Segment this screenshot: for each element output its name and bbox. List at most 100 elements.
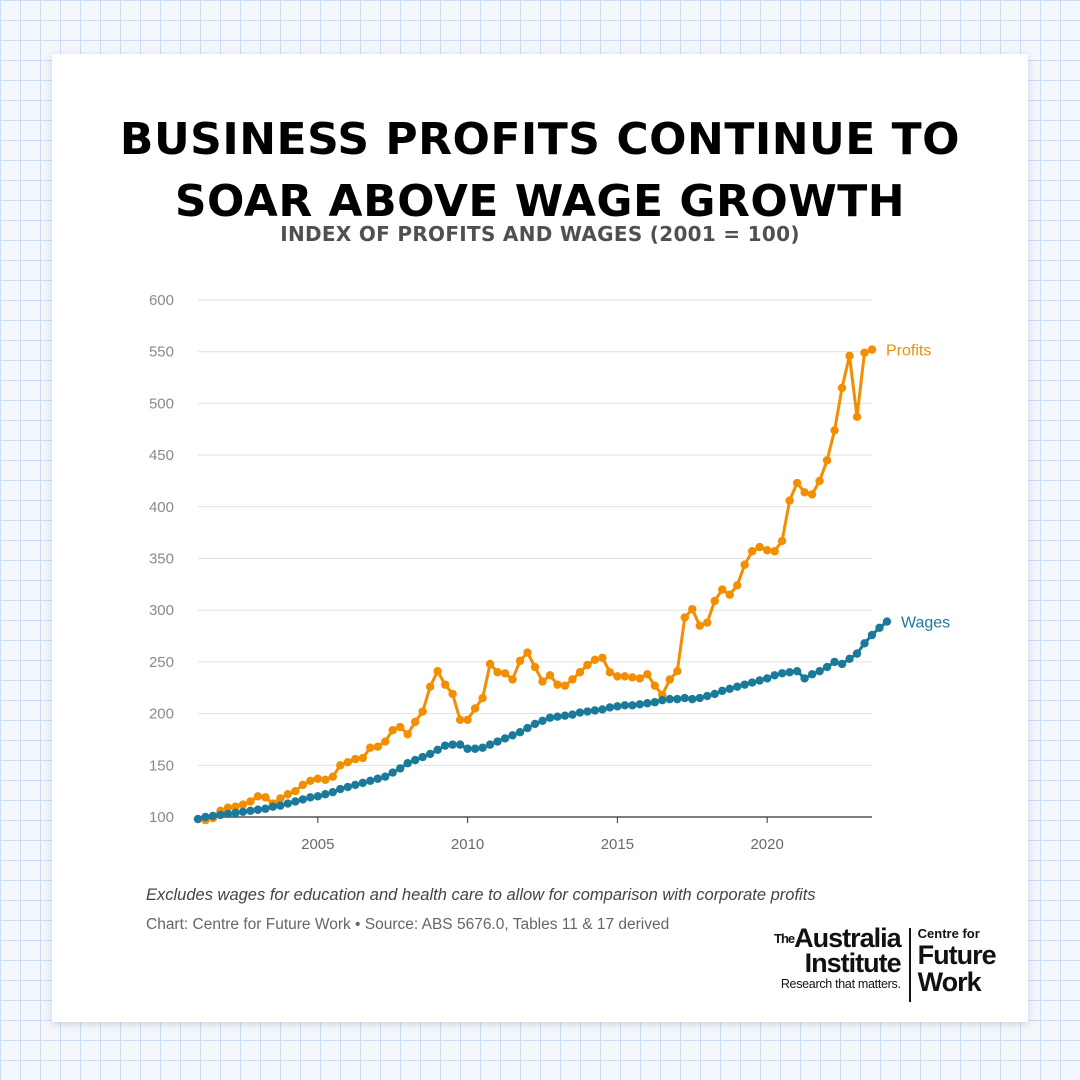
data-point [725, 590, 734, 599]
data-point [822, 662, 832, 672]
data-point [733, 581, 742, 590]
source-credit: Chart: Centre for Future Work • Source: … [146, 916, 670, 933]
data-point [388, 725, 397, 735]
data-point [455, 715, 465, 725]
data-point [223, 803, 233, 812]
data-point [643, 670, 652, 679]
y-tick-label: 200 [149, 706, 174, 723]
series-line-profits [197, 348, 873, 822]
data-point [545, 671, 555, 680]
data-point [500, 734, 510, 743]
data-point [478, 693, 487, 703]
data-point [673, 694, 682, 704]
data-point [493, 737, 502, 746]
data-point [216, 810, 225, 820]
data-point [845, 654, 854, 663]
data-point [628, 673, 637, 682]
data-point [703, 691, 712, 701]
data-point [261, 804, 270, 813]
data-point [830, 426, 839, 435]
y-tick-label: 300 [149, 602, 174, 619]
data-point [553, 712, 562, 721]
data-point [680, 693, 689, 703]
data-point [246, 797, 255, 806]
logo-institute: Institute [804, 948, 902, 978]
data-point [620, 701, 630, 710]
footnote: Excludes wages for education and health … [146, 886, 816, 904]
data-point [650, 681, 660, 690]
y-tick-label: 550 [149, 344, 174, 361]
data-point [733, 682, 742, 691]
data-point [366, 743, 375, 752]
data-point [403, 730, 412, 739]
data-point [792, 478, 802, 488]
data-point [425, 749, 435, 759]
data-point [238, 800, 248, 809]
data-point [276, 794, 285, 803]
data-point [688, 694, 697, 704]
data-point [568, 675, 577, 684]
data-point [448, 740, 457, 749]
data-point [658, 695, 667, 705]
data-point [583, 660, 592, 670]
data-point [373, 774, 382, 783]
logo-future: Future [917, 940, 997, 970]
data-point [515, 656, 525, 666]
data-point [815, 667, 824, 676]
data-point [223, 809, 233, 819]
data-point [613, 702, 622, 711]
data-point [845, 351, 854, 361]
data-point [710, 689, 719, 699]
data-point [583, 707, 592, 716]
data-point [500, 669, 510, 678]
data-point [493, 668, 502, 677]
data-point [508, 731, 517, 740]
data-point [875, 623, 884, 632]
data-point [208, 811, 218, 821]
y-tick-label: 600 [149, 292, 174, 309]
data-point [800, 674, 809, 683]
data-point [747, 678, 757, 687]
logo-tagline: Research that matters. [780, 977, 901, 991]
data-point [448, 689, 457, 699]
data-point [755, 542, 764, 552]
data-point [740, 680, 749, 689]
data-point [291, 797, 300, 806]
logo-work: Work [917, 967, 982, 997]
data-point [852, 412, 862, 422]
y-tick-label: 500 [149, 395, 174, 412]
data-point [598, 653, 607, 662]
data-point [463, 744, 472, 753]
logo-centre-for: Centre for [917, 926, 980, 941]
data-point [261, 793, 270, 802]
data-point [695, 621, 704, 630]
logos: TheAustralia Institute Research that mat… [774, 925, 997, 1004]
data-point [807, 670, 817, 679]
data-point [628, 701, 637, 710]
logo-the: The [774, 931, 795, 946]
y-tick-label: 350 [149, 551, 174, 568]
data-point [762, 546, 772, 555]
data-point [523, 648, 532, 657]
x-tick-label: 2020 [750, 836, 783, 853]
data-point [231, 802, 240, 811]
data-point [381, 737, 390, 746]
data-point [665, 694, 674, 704]
data-point [800, 488, 809, 497]
data-point [291, 786, 300, 796]
y-tick-label: 250 [149, 654, 174, 671]
data-point [882, 617, 892, 626]
data-point [231, 808, 240, 818]
data-point [328, 787, 337, 797]
data-point [396, 722, 405, 732]
australia-institute-logo: TheAustralia Institute Research that mat… [774, 925, 909, 1004]
data-point [710, 596, 719, 606]
series-label-profits: Profits [886, 343, 931, 360]
data-point [433, 745, 442, 754]
data-point [418, 707, 427, 716]
chart-card: BUSINESS PROFITS CONTINUE TO SOAR ABOVE … [52, 54, 1028, 1022]
data-point [463, 715, 472, 725]
data-point [313, 774, 323, 783]
data-point [253, 805, 263, 814]
data-point [306, 793, 315, 802]
